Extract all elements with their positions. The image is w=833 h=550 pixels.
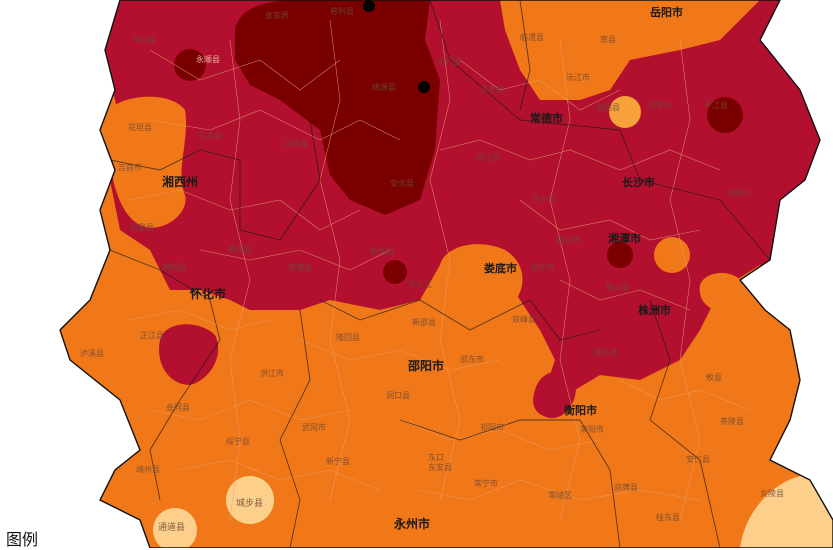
label-county: 汨罗市 bbox=[648, 100, 672, 110]
prefecture-borders bbox=[109, 0, 771, 548]
label-hengyang: 衡阳市 bbox=[564, 403, 597, 417]
label-county: 武冈市 bbox=[302, 422, 326, 432]
zone-pale-se bbox=[740, 475, 833, 548]
zone-light-orange-west bbox=[110, 96, 187, 228]
label-county: 茶陵县 bbox=[720, 416, 744, 426]
label-county: 双峰县 bbox=[512, 314, 536, 324]
label-shaoyang: 邵阳市 bbox=[407, 358, 444, 373]
label-tongdao: 通道县 bbox=[158, 521, 185, 533]
label-county: 冷水江 bbox=[408, 279, 432, 289]
label-county: 炎陵县 bbox=[760, 489, 784, 498]
dark-spot-4 bbox=[607, 242, 633, 268]
label-county: 邵东市 bbox=[460, 354, 484, 364]
label-county: 永顺县 bbox=[196, 54, 220, 64]
label-county: 新化县 bbox=[370, 246, 394, 256]
label-county: 零陵区 bbox=[548, 491, 572, 500]
capital-marker-1 bbox=[363, 0, 375, 12]
label-county: 洪江市 bbox=[260, 368, 284, 378]
label-county: 衡东县 bbox=[594, 347, 618, 357]
label-county: 临澧县 bbox=[520, 32, 544, 42]
dark-spot-2 bbox=[707, 97, 743, 133]
label-xiangtan: 湘潭市 bbox=[608, 231, 641, 245]
label-county: 溆浦县 bbox=[288, 262, 312, 272]
label-county: 洞口县 bbox=[386, 390, 410, 400]
zone-orange-spot-1 bbox=[609, 96, 641, 128]
zone-orange-ne bbox=[500, 0, 760, 100]
label-county: 会同县 bbox=[166, 402, 190, 412]
label-county: 慈利县 bbox=[330, 6, 354, 16]
label-xiangxi: 湘西州 bbox=[162, 174, 198, 189]
label-county: 凤凰县 bbox=[130, 223, 154, 232]
label-county: 双牌县 bbox=[614, 482, 638, 492]
label-county: 新邵县 bbox=[412, 317, 436, 327]
label-county: 祁阳市 bbox=[480, 422, 504, 432]
zone-pale-tongdao bbox=[153, 508, 197, 548]
label-county: 安仁县 bbox=[686, 454, 710, 464]
label-county: 宁乡市 bbox=[532, 194, 556, 204]
label-county: 麻阳县 bbox=[162, 262, 186, 272]
label-county: 吉首市 bbox=[118, 162, 142, 172]
label-county: 隆回县 bbox=[336, 332, 360, 342]
label-loudi: 娄底市 bbox=[484, 261, 517, 275]
legend-title: 图例 bbox=[6, 530, 39, 549]
dark-spot-1 bbox=[174, 49, 206, 81]
county-labels: 张家界 慈利县 龙山县 永顺县 石门县 桃源县 汉寿县 沅江市 湘阴县 汨罗市 … bbox=[80, 6, 784, 533]
label-county: 花垣县 bbox=[128, 122, 152, 132]
label-changde: 常德市 bbox=[530, 111, 563, 125]
province-outline bbox=[59, 0, 833, 548]
label-county: 辰溪县 bbox=[228, 244, 252, 254]
label-yongzhou: 永州市 bbox=[393, 516, 430, 531]
label-county: 汉寿县 bbox=[480, 84, 504, 94]
label-county: 泸溪县 bbox=[80, 348, 104, 358]
label-chengbu: 城步县 bbox=[236, 498, 263, 509]
county-borders bbox=[129, 19, 751, 521]
zone-darkest bbox=[235, 0, 440, 215]
label-county: 靖州县 bbox=[136, 464, 160, 474]
zone-pale-chengbu bbox=[226, 476, 274, 524]
label-county: 东安县 bbox=[428, 462, 452, 472]
zone-crimson-sw bbox=[159, 324, 219, 385]
label-county: 古丈县 bbox=[198, 130, 222, 140]
label-county: 湘乡市 bbox=[530, 262, 554, 272]
dark-spot-3 bbox=[383, 260, 407, 284]
label-county: 桃源县 bbox=[372, 82, 396, 92]
label-county: 新宁县 bbox=[326, 456, 350, 466]
zone-orange-spot-2 bbox=[654, 237, 690, 273]
zone-crimson-hengyang bbox=[533, 371, 576, 419]
label-county: 平江县 bbox=[704, 101, 728, 110]
city-labels: 岳阳市 常德市 湘西州 长沙市 湘潭市 娄底市 怀化市 株洲市 邵阳市 衡阳市 … bbox=[162, 5, 683, 531]
label-county: 安化县 bbox=[390, 178, 414, 188]
label-county: 南县 bbox=[600, 34, 616, 44]
label-county: 攸县 bbox=[706, 372, 722, 382]
label-county: 常宁市 bbox=[474, 478, 498, 488]
label-county: 张家界 bbox=[265, 10, 289, 20]
label-yueyang: 岳阳市 bbox=[650, 5, 683, 19]
label-county: 东口 bbox=[428, 452, 444, 462]
label-county: 桂东县 bbox=[656, 512, 680, 522]
label-county: 沅陵县 bbox=[284, 138, 308, 148]
zone-orange-east bbox=[699, 272, 746, 313]
label-county: 韶山市 bbox=[556, 235, 580, 245]
label-changsha: 长沙市 bbox=[622, 175, 655, 189]
label-county: 绥宁县 bbox=[226, 436, 250, 446]
capital-marker-2 bbox=[418, 81, 430, 93]
label-county: 桃江县 bbox=[476, 152, 500, 162]
label-county: 龙山县 bbox=[132, 34, 156, 44]
label-county: 浏阳市 bbox=[726, 188, 750, 198]
label-county: 芷江县 bbox=[140, 330, 164, 340]
label-county: 耒阳市 bbox=[580, 424, 604, 434]
label-county: 沅江市 bbox=[566, 72, 590, 82]
label-county: 衡山县 bbox=[606, 282, 630, 292]
label-county: 湘阴县 bbox=[596, 102, 620, 112]
label-county: 石门县 bbox=[438, 56, 462, 66]
zone-orange-loudi bbox=[440, 244, 523, 310]
label-zhuzhou: 株洲市 bbox=[638, 303, 671, 317]
label-huaihua: 怀化市 bbox=[190, 286, 226, 301]
